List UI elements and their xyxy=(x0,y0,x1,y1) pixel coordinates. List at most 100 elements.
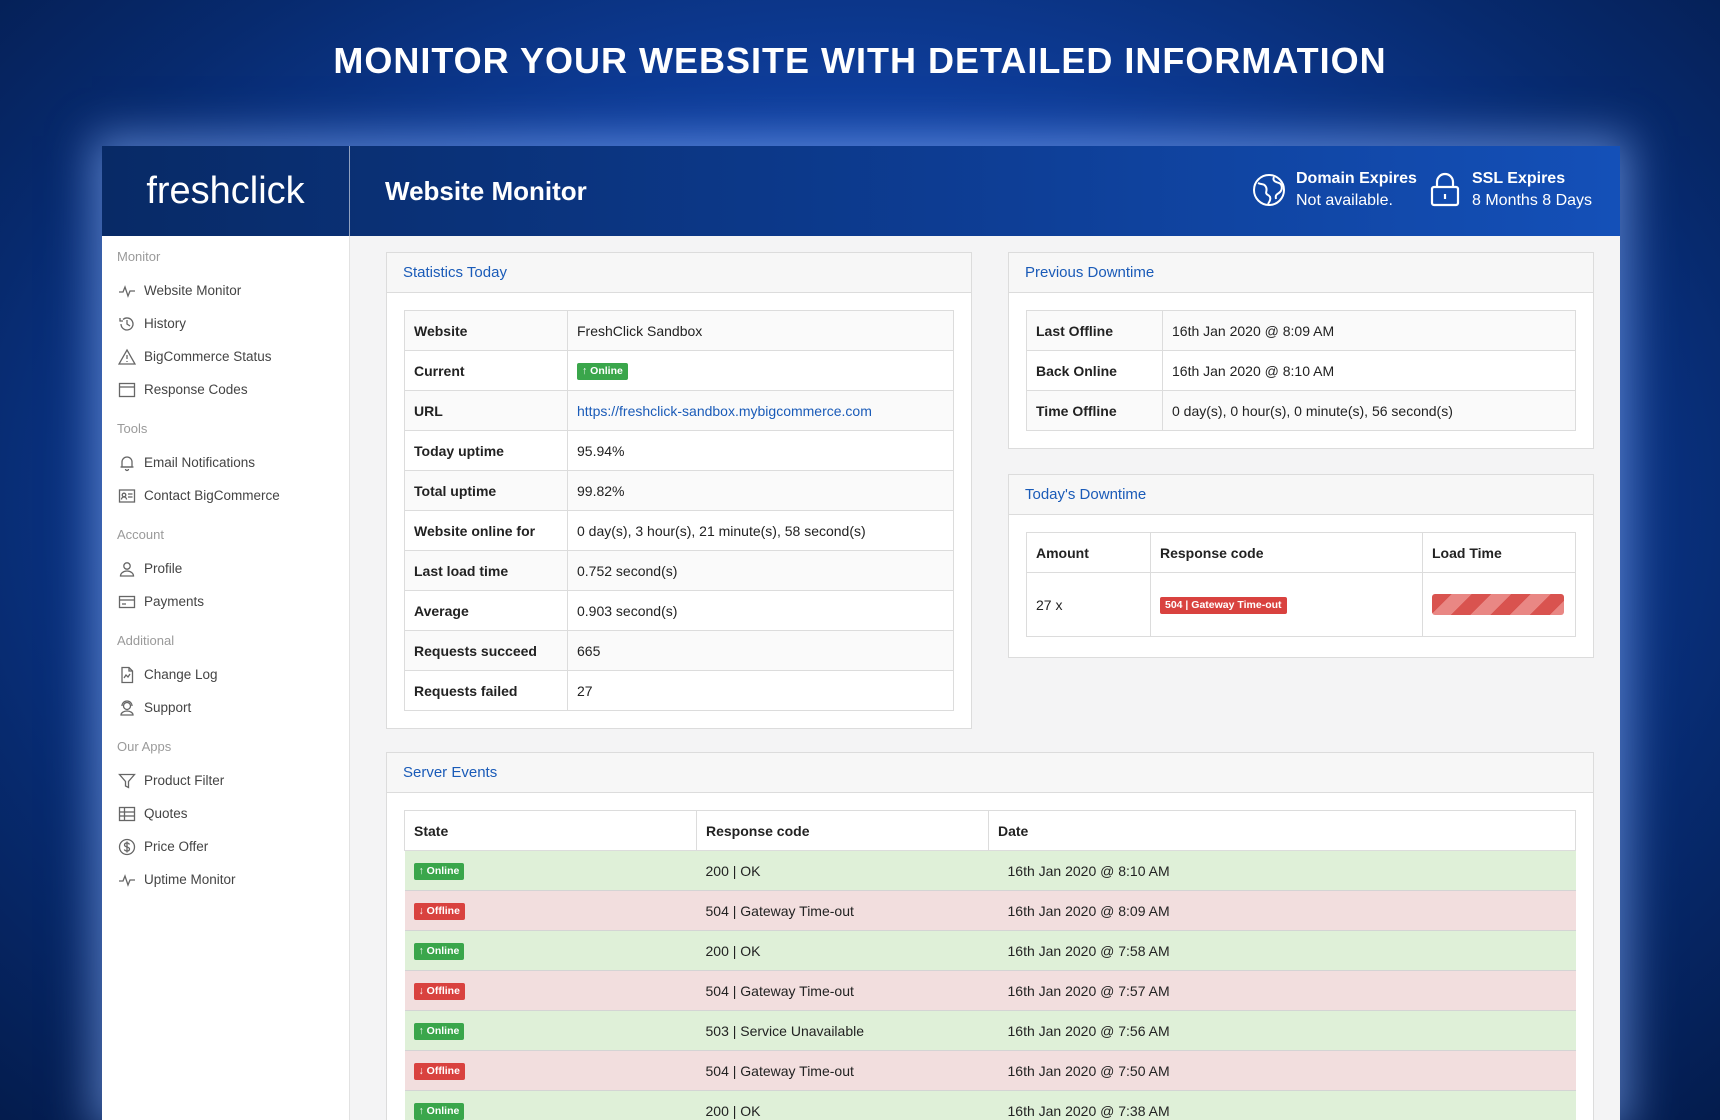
status-badge-offline: ↓ Offline xyxy=(414,983,465,1000)
sidebar-item-price-offer[interactable]: Price Offer xyxy=(102,830,349,863)
event-date: 16th Jan 2020 @ 7:56 AM xyxy=(989,1011,1576,1051)
downtime-key: Time Offline xyxy=(1027,391,1163,431)
globe-icon xyxy=(1250,171,1288,209)
event-state: ↑ Online xyxy=(405,851,697,891)
table-row: Current ↑ Online xyxy=(405,351,954,391)
sidebar-item-label: BigCommerce Status xyxy=(144,349,272,364)
table-row: Back Online 16th Jan 2020 @ 8:10 AM xyxy=(1027,351,1576,391)
card-title: Previous Downtime xyxy=(1009,253,1593,293)
load-time-bar xyxy=(1432,594,1564,615)
event-date: 16th Jan 2020 @ 8:10 AM xyxy=(989,851,1576,891)
sidebar-item-label: Product Filter xyxy=(144,773,224,788)
downtime-amount: 27 x xyxy=(1027,573,1151,637)
event-date: 16th Jan 2020 @ 7:58 AM xyxy=(989,931,1576,971)
downtime-value: 0 day(s), 0 hour(s), 0 minute(s), 56 sec… xyxy=(1163,391,1576,431)
table-row: Last load time 0.752 second(s) xyxy=(405,551,954,591)
user-icon xyxy=(118,560,136,578)
sidebar-item-email-notifications[interactable]: Email Notifications xyxy=(102,446,349,479)
statistics-today-card: Statistics Today Website FreshClick Sand… xyxy=(386,252,972,729)
event-response-code: 504 | Gateway Time-out xyxy=(697,971,989,1011)
event-response-code: 504 | Gateway Time-out xyxy=(697,891,989,931)
stat-key: Today uptime xyxy=(405,431,568,471)
stat-key: Website xyxy=(405,311,568,351)
event-state: ↓ Offline xyxy=(405,971,697,1011)
status-badge-offline: ↓ Offline xyxy=(414,1063,465,1080)
table-row: Last Offline 16th Jan 2020 @ 8:09 AM xyxy=(1027,311,1576,351)
table-row: Time Offline 0 day(s), 0 hour(s), 0 minu… xyxy=(1027,391,1576,431)
sidebar-item-history[interactable]: History xyxy=(102,307,349,340)
ssl-expires-label: SSL Expires xyxy=(1472,168,1592,190)
previous-downtime-card: Previous Downtime Last Offline 16th Jan … xyxy=(1008,252,1594,449)
filter-icon xyxy=(118,772,136,790)
sidebar-item-label: Profile xyxy=(144,561,182,576)
card-title: Statistics Today xyxy=(387,253,971,293)
server-events-table: State Response code Date ↑ Online 200 | … xyxy=(404,810,1576,1120)
banner-headline: MONITOR YOUR WEBSITE WITH DETAILED INFOR… xyxy=(0,40,1720,82)
stat-value: 0.752 second(s) xyxy=(568,551,954,591)
sidebar-item-bigcommerce-status[interactable]: BigCommerce Status xyxy=(102,340,349,373)
sidebar-item-label: Payments xyxy=(144,594,204,609)
sidebar-item-contact-bigcommerce[interactable]: Contact BigCommerce xyxy=(102,479,349,512)
history-icon xyxy=(118,315,136,333)
stat-value: 27 xyxy=(568,671,954,711)
table-row: URL https://freshclick-sandbox.mybigcomm… xyxy=(405,391,954,431)
ssl-expires: SSL Expires 8 Months 8 Days xyxy=(1426,168,1592,212)
event-date: 16th Jan 2020 @ 8:09 AM xyxy=(989,891,1576,931)
sidebar-section-additional: Additional xyxy=(102,630,349,652)
app-window: freshclick Website Monitor Domain Expire… xyxy=(102,146,1620,1120)
event-state: ↑ Online xyxy=(405,1091,697,1120)
event-state: ↑ Online xyxy=(405,931,697,971)
support-icon xyxy=(118,699,136,717)
stat-key: Total uptime xyxy=(405,471,568,511)
table-row: ↑ Online 503 | Service Unavailable 16th … xyxy=(405,1011,1576,1051)
column-header-load-time: Load Time xyxy=(1423,533,1576,573)
warning-icon xyxy=(118,348,136,366)
table-row: ↓ Offline 504 | Gateway Time-out 16th Ja… xyxy=(405,1051,1576,1091)
sidebar-item-support[interactable]: Support xyxy=(102,691,349,724)
sidebar-item-profile[interactable]: Profile xyxy=(102,552,349,585)
stat-value: 99.82% xyxy=(568,471,954,511)
sidebar-item-label: Price Offer xyxy=(144,839,208,854)
table-icon xyxy=(118,805,136,823)
document-icon xyxy=(118,666,136,684)
table-row: Total uptime 99.82% xyxy=(405,471,954,511)
status-badge-online: ↑ Online xyxy=(414,943,465,960)
sidebar-item-label: Response Codes xyxy=(144,382,248,397)
stat-value: ↑ Online xyxy=(568,351,954,391)
sidebar-item-payments[interactable]: Payments xyxy=(102,585,349,618)
table-row: Average 0.903 second(s) xyxy=(405,591,954,631)
contact-card-icon xyxy=(118,487,136,505)
stat-value: https://freshclick-sandbox.mybigcommerce… xyxy=(568,391,954,431)
freshclick-logo[interactable]: freshclick xyxy=(102,146,350,236)
domain-expires-value: Not available. xyxy=(1296,190,1417,212)
table-row: Website FreshClick Sandbox xyxy=(405,311,954,351)
sidebar-item-response-codes[interactable]: Response Codes xyxy=(102,373,349,406)
sidebar-item-uptime-monitor[interactable]: Uptime Monitor xyxy=(102,863,349,896)
status-badge-online: ↑ Online xyxy=(414,1103,465,1120)
sidebar-item-label: Email Notifications xyxy=(144,455,255,470)
stat-value: 0 day(s), 3 hour(s), 21 minute(s), 58 se… xyxy=(568,511,954,551)
downtime-value: 16th Jan 2020 @ 8:09 AM xyxy=(1163,311,1576,351)
sidebar-item-website-monitor[interactable]: Website Monitor xyxy=(102,274,349,307)
stat-key: Requests succeed xyxy=(405,631,568,671)
stat-value: 95.94% xyxy=(568,431,954,471)
todays-downtime-card: Today's Downtime Amount Response code Lo… xyxy=(1008,474,1594,658)
sidebar-item-quotes[interactable]: Quotes xyxy=(102,797,349,830)
sidebar-item-product-filter[interactable]: Product Filter xyxy=(102,764,349,797)
table-header-row: Amount Response code Load Time xyxy=(1027,533,1576,573)
event-date: 16th Jan 2020 @ 7:50 AM xyxy=(989,1051,1576,1091)
sidebar-item-label: Contact BigCommerce xyxy=(144,488,280,503)
column-header-response-code: Response code xyxy=(697,811,989,851)
stat-key: Website online for xyxy=(405,511,568,551)
event-response-code: 200 | OK xyxy=(697,1091,989,1120)
card-title: Today's Downtime xyxy=(1009,475,1593,515)
sidebar-item-label: Website Monitor xyxy=(144,283,241,298)
event-response-code: 200 | OK xyxy=(697,931,989,971)
event-state: ↑ Online xyxy=(405,1011,697,1051)
sidebar-item-change-log[interactable]: Change Log xyxy=(102,658,349,691)
status-badge-online: ↑ Online xyxy=(577,363,628,380)
sidebar: Monitor Website Monitor History BigComme… xyxy=(102,236,350,1120)
stat-key: URL xyxy=(405,391,568,431)
todays-downtime-table: Amount Response code Load Time 27 x 504 … xyxy=(1026,532,1576,637)
website-url-link[interactable]: https://freshclick-sandbox.mybigcommerce… xyxy=(577,403,872,419)
